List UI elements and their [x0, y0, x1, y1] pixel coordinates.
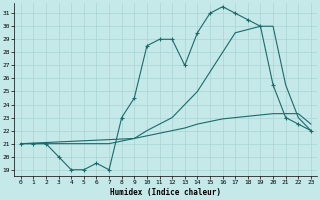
X-axis label: Humidex (Indice chaleur): Humidex (Indice chaleur) [110, 188, 221, 197]
